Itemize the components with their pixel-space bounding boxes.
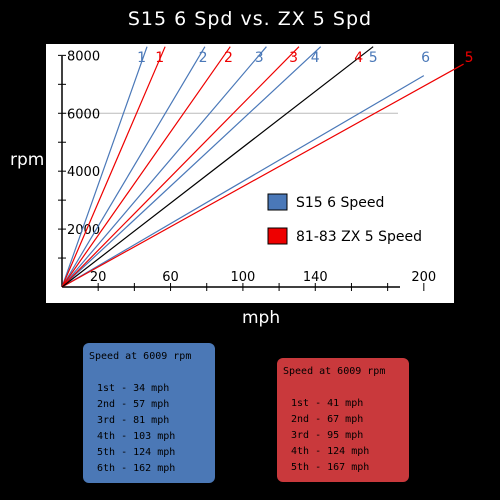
legend-label: 81-83 ZX 5 Speed xyxy=(296,229,422,245)
gear-label: 4 xyxy=(311,50,320,66)
gear-label: 3 xyxy=(255,50,264,66)
legend-swatch xyxy=(267,193,288,211)
speed-line: 1st - 41 mph xyxy=(291,398,364,409)
y-axis-label: rpm xyxy=(10,150,45,170)
plot-area xyxy=(46,44,454,303)
y-tick-label: 2000 xyxy=(67,223,100,238)
zx-speed-list: 1st - 41 mph 2nd - 67 mph 3rd - 95 mph 4th … xyxy=(291,396,369,476)
speed-line: 5th - 167 mph xyxy=(291,462,370,473)
zx-speed-box: Speed at 6009 rpm 1st - 41 mph 2nd - 67 m… xyxy=(277,358,409,482)
x-tick-label: 60 xyxy=(162,270,179,285)
gear-line xyxy=(61,46,166,288)
gear-line xyxy=(61,46,148,288)
gear-label: 1 xyxy=(155,50,164,66)
gear-label: 3 xyxy=(289,50,298,66)
gear-label: 6 xyxy=(421,50,430,66)
gear-label: 1 xyxy=(137,50,146,66)
speed-line: 5th - 124 mph xyxy=(97,447,176,458)
gear-label: 2 xyxy=(199,50,208,66)
gear-line xyxy=(61,46,267,288)
x-tick-label: 100 xyxy=(230,270,255,285)
speed-line: 4th - 103 mph xyxy=(97,431,176,442)
gear-line xyxy=(61,46,374,288)
speed-line: 2nd - 67 mph xyxy=(291,414,364,425)
s15-box-title: Speed at 6009 rpm xyxy=(89,351,192,362)
gear-label: 5 xyxy=(465,50,474,66)
y-tick-label: 6000 xyxy=(67,107,100,122)
s15-speed-list: 1st - 34 mph 2nd - 57 mph 3rd - 81 mph 4th … xyxy=(97,381,175,477)
speed-line: 4th - 124 mph xyxy=(291,446,370,457)
speed-line: 2nd - 57 mph xyxy=(97,399,170,410)
x-tick-label: 200 xyxy=(411,270,436,285)
gear-line xyxy=(61,46,322,288)
y-tick-label: 8000 xyxy=(67,49,100,64)
zx-box-title: Speed at 6009 rpm xyxy=(283,366,386,377)
speed-line: 3rd - 95 mph xyxy=(291,430,364,441)
gear-label: 4 xyxy=(354,50,363,66)
gear-line xyxy=(61,46,231,288)
speed-line: 6th - 162 mph xyxy=(97,463,176,474)
gear-label: 5 xyxy=(369,50,378,66)
y-tick-label: 4000 xyxy=(67,165,100,180)
gear-label: 2 xyxy=(224,50,233,66)
gear-line xyxy=(61,46,206,288)
x-tick-label: 140 xyxy=(303,270,328,285)
legend-label: S15 6 Speed xyxy=(296,195,384,211)
speed-line: 1st - 34 mph xyxy=(97,383,170,394)
gear-line xyxy=(61,46,300,288)
gear-line xyxy=(61,63,464,288)
chart-title: S15 6 Spd vs. ZX 5 Spd xyxy=(127,8,373,30)
legend-swatch xyxy=(267,227,288,245)
x-tick-label: 20 xyxy=(90,270,107,285)
s15-speed-box: Speed at 6009 rpm 1st - 34 mph 2nd - 57 m… xyxy=(83,343,215,483)
speed-line: 3rd - 81 mph xyxy=(97,415,170,426)
gear-line xyxy=(61,75,425,288)
x-axis-label: mph xyxy=(242,308,281,328)
